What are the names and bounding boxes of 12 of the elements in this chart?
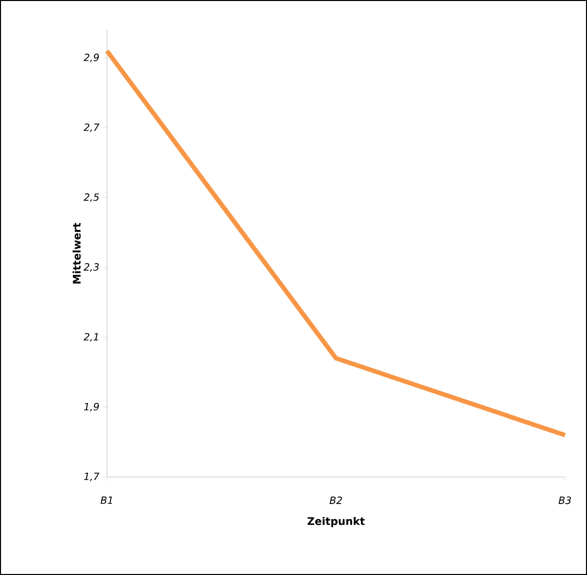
y-tick-label: 2,3 xyxy=(84,263,99,272)
x-axis-title: Zeitpunkt xyxy=(308,516,365,528)
y-tick-label: 2,7 xyxy=(84,123,100,132)
y-tick-label: 2,1 xyxy=(84,332,98,342)
y-tick-label: 2,5 xyxy=(84,193,99,202)
y-tick-label: 1,7 xyxy=(84,472,100,482)
y-tick-label: 1,9 xyxy=(84,402,99,412)
x-tick-label: B1 xyxy=(100,496,112,504)
x-tick-label: B3 xyxy=(558,496,571,504)
y-tick-label: 2,9 xyxy=(84,54,99,62)
x-tick-label: B2 xyxy=(330,496,342,504)
y-axis-title: Mittelwert xyxy=(72,222,81,284)
